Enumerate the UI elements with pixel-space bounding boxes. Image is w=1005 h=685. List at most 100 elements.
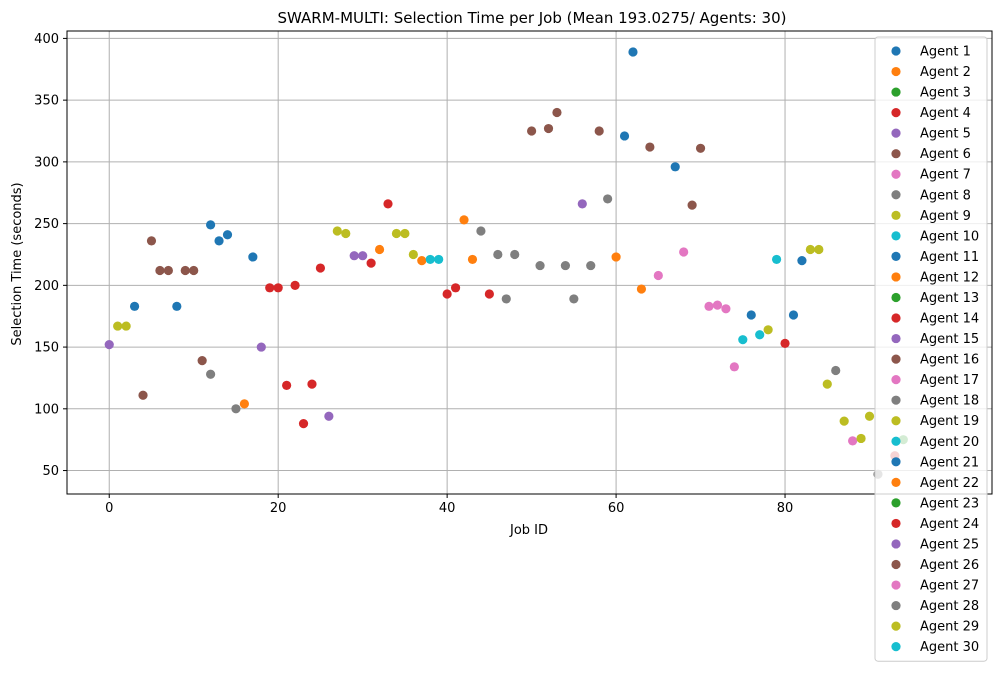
legend-label: Agent 12 [920,270,979,285]
legend-marker [891,642,901,652]
y-tick-label: 350 [34,94,59,109]
data-point [138,390,148,400]
legend-label: Agent 29 [920,620,979,635]
data-point [527,126,537,136]
legend-label: Agent 23 [920,496,979,511]
data-point [586,260,596,271]
data-point [721,304,731,314]
data-point [738,335,748,345]
legend-label: Agent 30 [920,640,979,655]
data-point [189,265,199,276]
data-point [265,283,275,293]
legend-label: Agent 20 [920,435,979,450]
data-point [848,436,858,446]
data-point [543,123,554,134]
x-tick-label: 80 [777,501,794,516]
data-point [434,254,444,265]
legend-label: Agent 27 [920,579,979,594]
data-point [391,228,402,239]
legend-label: Agent 28 [920,599,979,614]
y-tick-label: 250 [34,217,59,232]
data-point [374,244,385,255]
data-point [619,131,630,141]
data-point [822,379,832,389]
legend-label: Agent 11 [920,250,979,265]
legend-marker [891,498,901,508]
legend-marker [891,272,901,282]
data-point [645,142,655,152]
legend-label: Agent 10 [920,229,979,244]
data-point [341,228,351,239]
legend-label: Agent 6 [920,147,971,162]
legend-marker [891,416,901,426]
data-point [535,260,545,271]
data-point [450,283,461,293]
legend-marker [891,46,901,56]
legend-marker [891,375,901,385]
grid-lines [67,31,992,494]
legend-marker [891,354,901,364]
data-point [172,301,182,311]
chart-title: SWARM-MULTI: Selection Time per Job (Mea… [278,9,787,27]
x-tick-label: 40 [439,501,456,516]
legend-label: Agent 8 [920,188,971,203]
data-point [864,411,875,421]
data-point [704,301,714,311]
data-point [214,236,224,246]
data-point [248,252,258,262]
legend-marker [891,539,901,549]
legend-marker [891,66,901,77]
data-point [155,265,165,276]
data-point [653,270,663,281]
legend-label: Agent 25 [920,537,979,552]
data-point [197,356,207,366]
legend-box [874,36,988,662]
data-point [383,199,393,209]
data-point [459,215,469,225]
data-point [695,143,706,153]
legend-label: Agent 9 [920,209,971,224]
data-point [628,47,638,57]
data-point [349,251,359,261]
data-point [560,260,571,271]
data-point [729,362,739,372]
data-point [408,249,418,260]
legend-label: Agent 22 [920,476,979,491]
data-point [594,126,604,136]
y-axis-label: Selection Time (seconds) [10,182,25,345]
data-point [611,252,621,262]
legend-marker [891,169,901,179]
data-points [104,47,908,479]
data-point [282,380,292,390]
legend-label: Agent 24 [920,517,979,532]
legend-marker [891,149,901,159]
data-point [231,404,241,414]
legend-marker [891,313,901,323]
data-point [417,256,427,266]
data-point [839,416,849,426]
legend-marker [891,251,901,261]
data-point [222,230,233,240]
legend-label: Agent 7 [920,168,971,183]
legend: Agent 1 Agent 2 Agent 3 Agent 4 Agent 5 Agent… [874,36,988,662]
x-tick-label: 20 [270,501,287,516]
data-point [687,200,697,210]
legend-label: Agent 18 [920,394,979,409]
x-tick-label: 0 [105,501,113,516]
data-point [510,249,520,260]
legend-label: Agent 17 [920,373,979,388]
legend-marker [891,580,901,590]
legend-label: Agent 1 [920,45,971,60]
legend-label: Agent 5 [920,127,971,142]
data-point [763,325,773,335]
data-point [113,321,123,331]
legend-label: Agent 15 [920,332,979,347]
legend-marker [891,190,901,200]
data-point [484,289,494,299]
legend-label: Agent 16 [920,353,979,368]
data-point [358,251,368,261]
legend-label: Agent 4 [920,106,971,121]
data-point [129,301,140,311]
